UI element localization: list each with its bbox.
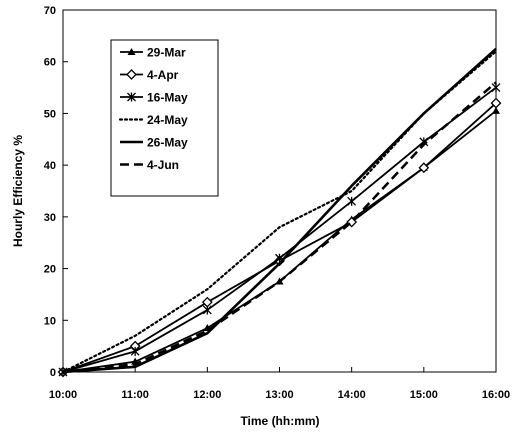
series-4-jun <box>62 81 497 374</box>
y-tick-label: 20 <box>44 264 56 276</box>
data-point <box>127 92 136 102</box>
y-axis-ticks: 0 10 20 30 40 50 60 70 <box>44 5 68 379</box>
y-tick-label: 40 <box>44 160 56 172</box>
legend-item: 4-Apr <box>120 68 179 82</box>
data-point <box>202 305 212 315</box>
y-tick-label: 60 <box>44 57 56 69</box>
legend-item: 16-May <box>120 91 188 105</box>
legend: 29-Mar 4-Apr 16-May 24-May 26-May 4-Jun <box>110 39 219 197</box>
x-tick-label: 15:00 <box>410 389 438 401</box>
series-line <box>62 47 497 374</box>
legend-item: 29-Mar <box>120 46 186 60</box>
legend-label: 4-Apr <box>147 68 179 82</box>
y-tick-label: 70 <box>44 5 56 17</box>
x-tick-label: 10:00 <box>49 389 77 401</box>
x-tick-label: 16:00 <box>482 389 510 401</box>
x-axis-title: Time (hh:mm) <box>240 414 319 428</box>
legend-label: 29-Mar <box>147 46 186 60</box>
series-24-may <box>61 50 498 374</box>
legend-item: 26-May <box>120 136 188 150</box>
series-line <box>61 50 498 374</box>
x-tick-label: 14:00 <box>338 389 366 401</box>
legend-item: 4-Jun <box>120 158 179 172</box>
legend-label: 16-May <box>147 91 188 105</box>
data-point <box>130 346 140 356</box>
x-tick-label: 12:00 <box>193 389 221 401</box>
legend-item: 24-May <box>118 113 188 127</box>
y-tick-label: 0 <box>50 367 56 379</box>
legend-label: 24-May <box>147 113 188 127</box>
legend-label: 26-May <box>147 136 188 150</box>
data-point <box>126 69 137 80</box>
x-axis-ticks: 10:00 11:00 12:00 13:00 14:00 15:00 16:00 <box>49 367 510 401</box>
data-point <box>491 83 501 93</box>
y-axis-title: Hourly Efficiency % <box>11 135 25 247</box>
legend-box <box>110 39 219 197</box>
legend-label: 4-Jun <box>147 158 179 172</box>
y-tick-label: 30 <box>44 212 56 224</box>
data-point <box>127 48 136 55</box>
data-point <box>490 97 502 109</box>
x-tick-label: 11:00 <box>121 389 149 401</box>
y-tick-label: 50 <box>44 108 56 120</box>
series-26-may <box>62 47 497 374</box>
data-point <box>492 106 500 114</box>
series-layer <box>57 47 502 378</box>
y-tick-label: 10 <box>44 315 56 327</box>
data-point <box>347 196 357 206</box>
series-line <box>62 81 497 374</box>
x-tick-label: 13:00 <box>265 389 293 401</box>
data-point <box>418 162 430 174</box>
